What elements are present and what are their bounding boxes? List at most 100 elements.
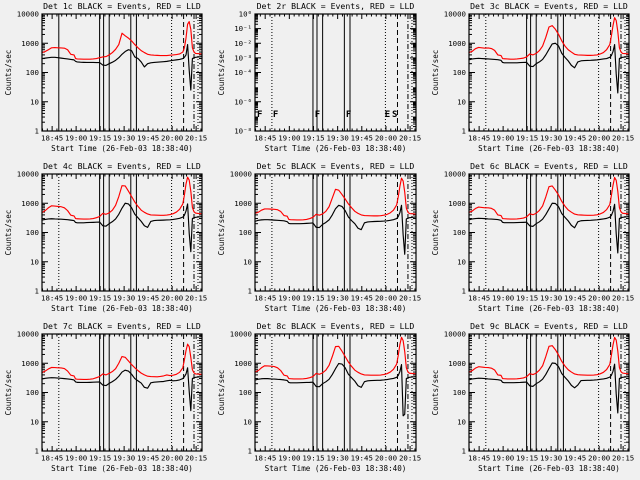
x-tick-label: 18:45 [41, 454, 63, 463]
panel-title: Det 1c BLACK = Events, RED = LLD [43, 1, 201, 11]
y-tick-label: 10 [457, 97, 466, 106]
y-tick-label: 1 [248, 287, 252, 296]
panel-title: Det 5c BLACK = Events, RED = LLD [257, 161, 415, 171]
y-tick-label: 100 [26, 388, 39, 397]
x-tick-label: 19:00 [492, 294, 514, 303]
series-line-events [41, 202, 203, 253]
x-axis-label: Start Time (26-Feb-03 18:38:40) [51, 464, 193, 473]
y-axis-label: Counts/sec [431, 210, 440, 256]
x-tick-label: 20:00 [375, 134, 397, 143]
panel-background [427, 160, 640, 320]
x-tick-label: 20:00 [161, 134, 183, 143]
x-tick-label: 18:45 [254, 294, 276, 303]
y-tick-label: 10 [30, 417, 39, 426]
chart-svg-3: Det 3c BLACK = Events, RED = LLD Counts/s… [427, 0, 640, 160]
panel-background [0, 0, 213, 160]
y-axis-label: Counts/sec [4, 210, 13, 256]
plot-frame [41, 13, 203, 132]
x-tick-label: 19:30 [113, 134, 135, 143]
x-tick-label: 20:15 [399, 454, 421, 463]
x-tick-label: 19:00 [278, 454, 300, 463]
y-tick-label: 10 [457, 257, 466, 266]
y-tick-label: 10⁻¹ [234, 24, 252, 33]
y-tick-label: 100 [26, 228, 39, 237]
y-tick-label: 10⁰ [239, 10, 252, 19]
event-marker-glyph: S [392, 110, 397, 120]
x-tick-label: 19:00 [492, 454, 514, 463]
y-tick-label: 1 [35, 127, 39, 136]
x-axis-label: Start Time (26-Feb-03 18:38:40) [265, 144, 407, 153]
panel-background [213, 160, 427, 320]
x-tick-label: 19:15 [89, 294, 111, 303]
y-tick-label: 1000 [234, 359, 252, 368]
chart-panel-7: Det 7c BLACK = Events, RED = LLD Counts/s… [0, 320, 213, 480]
chart-svg-2: Det 2r BLACK = Events, RED = LLD Counts/s… [213, 0, 427, 160]
plot-frame [468, 333, 630, 452]
event-marker-glyph: F [315, 110, 320, 120]
y-tick-label: 10 [243, 417, 252, 426]
y-tick-label: 1 [462, 127, 466, 136]
panel-background [213, 320, 427, 480]
series-line-events [254, 204, 417, 255]
x-tick-label: 19:00 [65, 454, 87, 463]
chart-panel-6: Det 6c BLACK = Events, RED = LLD Counts/s… [427, 160, 640, 320]
x-axis-label: Start Time (26-Feb-03 18:38:40) [478, 464, 620, 473]
x-tick-label: 19:00 [65, 134, 87, 143]
x-tick-label: 18:45 [41, 134, 63, 143]
x-tick-label: 19:30 [540, 454, 562, 463]
panel-background [427, 0, 640, 160]
x-tick-label: 20:00 [588, 454, 610, 463]
x-tick-label: 19:30 [113, 454, 135, 463]
y-tick-label: 1000 [448, 199, 466, 208]
x-tick-label: 19:30 [327, 454, 349, 463]
panel-title: Det 3c BLACK = Events, RED = LLD [470, 1, 628, 11]
panel-title: Det 9c BLACK = Events, RED = LLD [470, 321, 628, 331]
panel-background [213, 0, 427, 160]
x-tick-label: 20:15 [185, 294, 207, 303]
y-tick-label: 100 [239, 228, 252, 237]
y-tick-label: 1 [35, 447, 39, 456]
y-tick-label: 1 [35, 287, 39, 296]
x-axis-label: Start Time (26-Feb-03 18:38:40) [51, 304, 193, 313]
y-tick-label: 10000 [444, 10, 466, 19]
plot-frame [41, 173, 203, 292]
x-tick-label: 19:00 [65, 294, 87, 303]
x-tick-label: 19:00 [492, 134, 514, 143]
y-tick-label: 10000 [444, 170, 466, 179]
y-tick-label: 10⁻⁴ [234, 68, 252, 77]
chart-panel-4: Det 4c BLACK = Events, RED = LLD Counts/s… [0, 160, 213, 320]
y-tick-label: 10 [457, 417, 466, 426]
y-tick-label: 100 [239, 388, 252, 397]
x-axis-label: Start Time (26-Feb-03 18:38:40) [265, 304, 407, 313]
y-tick-label: 10000 [230, 170, 252, 179]
x-tick-label: 20:15 [612, 454, 634, 463]
series-line-events [41, 44, 203, 91]
x-tick-label: 20:00 [375, 454, 397, 463]
x-tick-label: 19:30 [540, 134, 562, 143]
x-tick-label: 19:15 [516, 134, 538, 143]
y-tick-label: 10000 [444, 330, 466, 339]
x-tick-label: 19:15 [89, 134, 111, 143]
y-tick-label: 1000 [21, 359, 39, 368]
x-tick-label: 18:45 [468, 454, 490, 463]
y-tick-label: 1000 [234, 199, 252, 208]
series-line-lld [254, 177, 417, 221]
series-line-lld [41, 343, 203, 380]
x-tick-label: 19:45 [564, 294, 586, 303]
chart-panel-8: Det 8c BLACK = Events, RED = LLD Counts/s… [213, 320, 427, 480]
series-line-events [254, 362, 417, 417]
y-tick-label: 1000 [21, 39, 39, 48]
x-tick-label: 19:45 [564, 134, 586, 143]
series-line-lld [41, 21, 203, 60]
y-tick-label: 10⁻² [234, 39, 252, 48]
y-tick-label: 10000 [17, 170, 39, 179]
y-tick-label: 1000 [21, 199, 39, 208]
y-tick-label: 10000 [17, 10, 39, 19]
y-tick-label: 1 [248, 447, 252, 456]
chart-panel-3: Det 3c BLACK = Events, RED = LLD Counts/s… [427, 0, 640, 160]
x-tick-label: 20:15 [399, 294, 421, 303]
y-tick-label: 1000 [448, 39, 466, 48]
y-tick-label: 1 [462, 447, 466, 456]
x-tick-label: 20:15 [612, 294, 634, 303]
